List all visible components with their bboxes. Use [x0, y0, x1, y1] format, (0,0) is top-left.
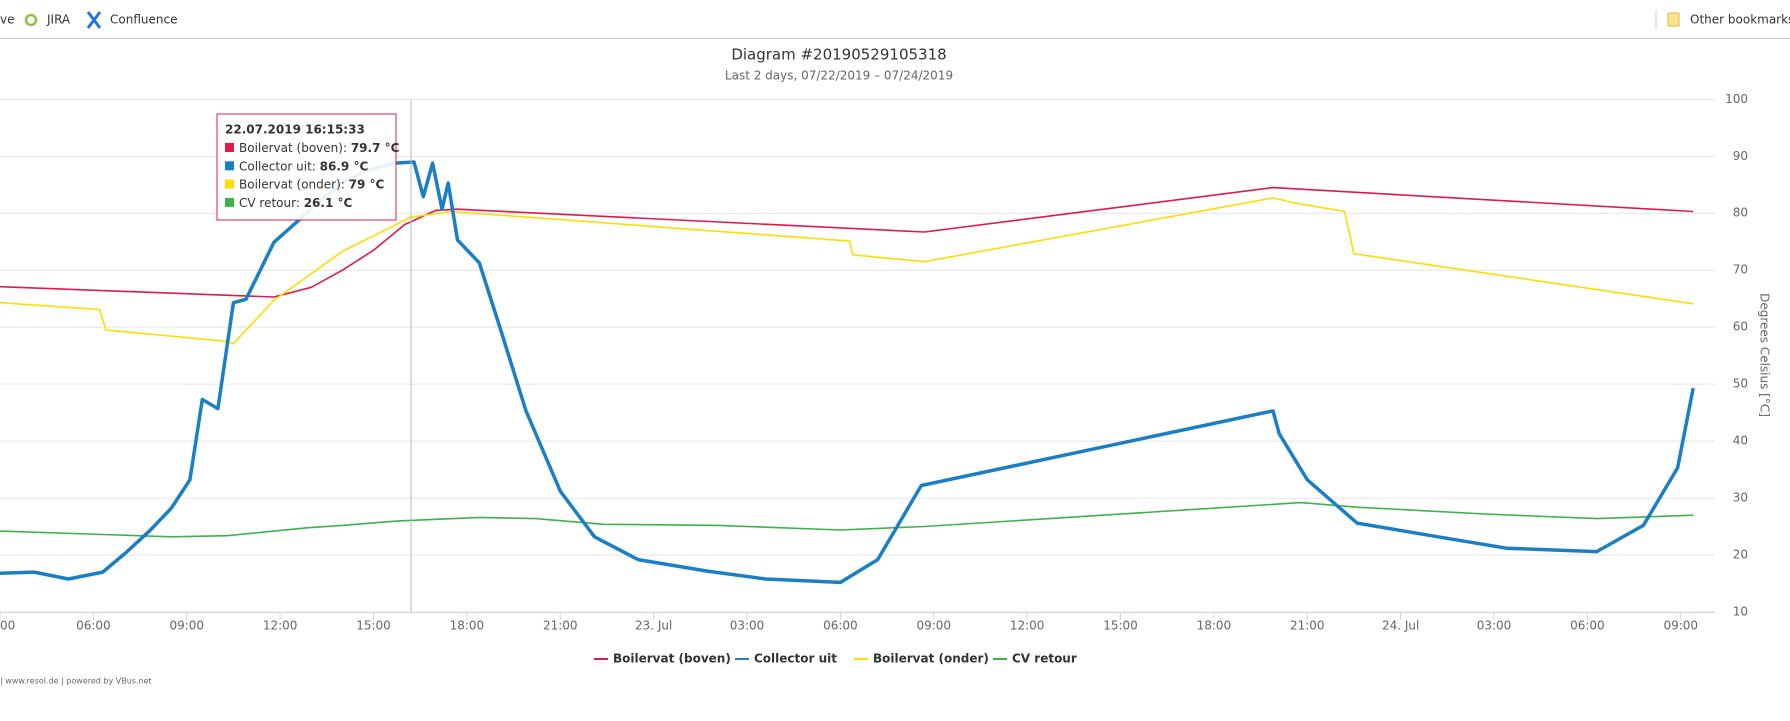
- tooltip-row: CV retour: 26.1 °C: [239, 195, 352, 209]
- x-tick-label: 18:00: [1197, 619, 1232, 633]
- bookmark[interactable]: ve: [0, 13, 14, 27]
- x-tick-label: 21:00: [1290, 619, 1325, 633]
- bookmark[interactable]: Other bookmarks: [1690, 13, 1790, 27]
- tooltip-label: Boilervat (onder):: [239, 177, 349, 191]
- confluence-icon: [86, 11, 102, 29]
- tooltip-value: 86.9 °C: [320, 159, 369, 173]
- y-tick-label: 40: [1733, 434, 1748, 448]
- y-tick-label: 50: [1733, 377, 1748, 391]
- y-axis-title: Degrees Celsius [°C]: [1758, 293, 1772, 417]
- jira-icon: [24, 13, 38, 27]
- footer: | www.resol.de | powered by VBus.net: [0, 677, 152, 686]
- y-tick-label: 80: [1733, 206, 1748, 220]
- y-tick-label: 90: [1733, 149, 1748, 163]
- series-line: [0, 186, 1694, 298]
- tooltip-value: 79.7 °C: [351, 141, 400, 155]
- y-tick-label: 70: [1733, 263, 1748, 277]
- y-tick-label: 20: [1733, 548, 1748, 562]
- x-tick-label: 06:00: [823, 619, 858, 633]
- x-tick-label: 12:00: [263, 619, 298, 633]
- y-tick-label: 30: [1733, 491, 1748, 505]
- tooltip-row: Boilervat (onder): 79 °C: [239, 177, 385, 191]
- tooltip-label: CV retour:: [239, 195, 304, 209]
- x-tick-label: 09:00: [169, 619, 204, 633]
- legend-label: Collector uit: [754, 652, 837, 666]
- tooltip: 22.07.2019 16:15:33 Boilervat (boven): 79…: [216, 113, 400, 221]
- x-tick-label: 03:00: [1477, 619, 1512, 633]
- y-tick-label: 60: [1733, 320, 1748, 334]
- y-tick-label: 100: [1725, 92, 1748, 106]
- tooltip-label: Boilervat (boven):: [239, 141, 351, 155]
- tooltip-swatch: [225, 197, 234, 207]
- x-tick-label: 21:00: [543, 619, 578, 633]
- x-tick-label: 09:00: [916, 619, 951, 633]
- tooltip-swatch: [225, 161, 234, 171]
- tooltip-time: 22.07.2019 16:15:33: [225, 123, 365, 137]
- x-tick-label: 00: [0, 619, 15, 633]
- bookmark[interactable]: JIRA: [46, 13, 71, 27]
- tooltip-box: [216, 113, 397, 221]
- legend-label: CV retour: [1012, 652, 1077, 666]
- folder-icon: [1667, 12, 1680, 27]
- tooltip-value: 79 °C: [349, 177, 385, 191]
- x-tick-label: 12:00: [1010, 619, 1045, 633]
- x-tick-label: 06:00: [1570, 619, 1605, 633]
- chart-title: Diagram #20190529105318: [731, 46, 946, 64]
- x-tick-label: 15:00: [356, 619, 391, 633]
- tooltip-row: Collector uit: 86.9 °C: [239, 159, 368, 173]
- x-tick-label: 09:00: [1663, 619, 1698, 633]
- legend-label: Boilervat (onder): [873, 652, 989, 666]
- x-tick-label: 06:00: [76, 619, 111, 633]
- tooltip-row: Boilervat (boven): 79.7 °C: [239, 141, 400, 155]
- chart-subtitle: Last 2 days, 07/22/2019 – 07/24/2019: [725, 69, 953, 83]
- legend-label: Boilervat (boven): [613, 652, 731, 666]
- legend: Boilervat (boven) Collector uit Boilervat …: [594, 652, 1077, 666]
- x-tick-label: 24. Jul: [1382, 619, 1419, 633]
- series-line: [0, 160, 1695, 585]
- bookmark[interactable]: Confluence: [110, 13, 177, 27]
- tooltip-label: Collector uit:: [239, 159, 320, 173]
- series-line: [0, 501, 1694, 538]
- bookmarks-bar: [0, 0, 1790, 38]
- tooltip-swatch: [225, 143, 234, 152]
- tooltip-value: 26.1 °C: [304, 195, 353, 209]
- plot-area: 10 20 30 40 50 60 70 80 90 100 00 06:00 09:00 12:00 15…: [0, 92, 1748, 633]
- tooltip-swatch: [225, 179, 234, 189]
- x-tick-label: 15:00: [1103, 619, 1138, 633]
- x-tick-label: 18:00: [450, 619, 485, 633]
- x-tick-label: 03:00: [730, 619, 765, 633]
- y-tick-label: 10: [1733, 605, 1748, 619]
- x-tick-label: 23. Jul: [635, 619, 672, 633]
